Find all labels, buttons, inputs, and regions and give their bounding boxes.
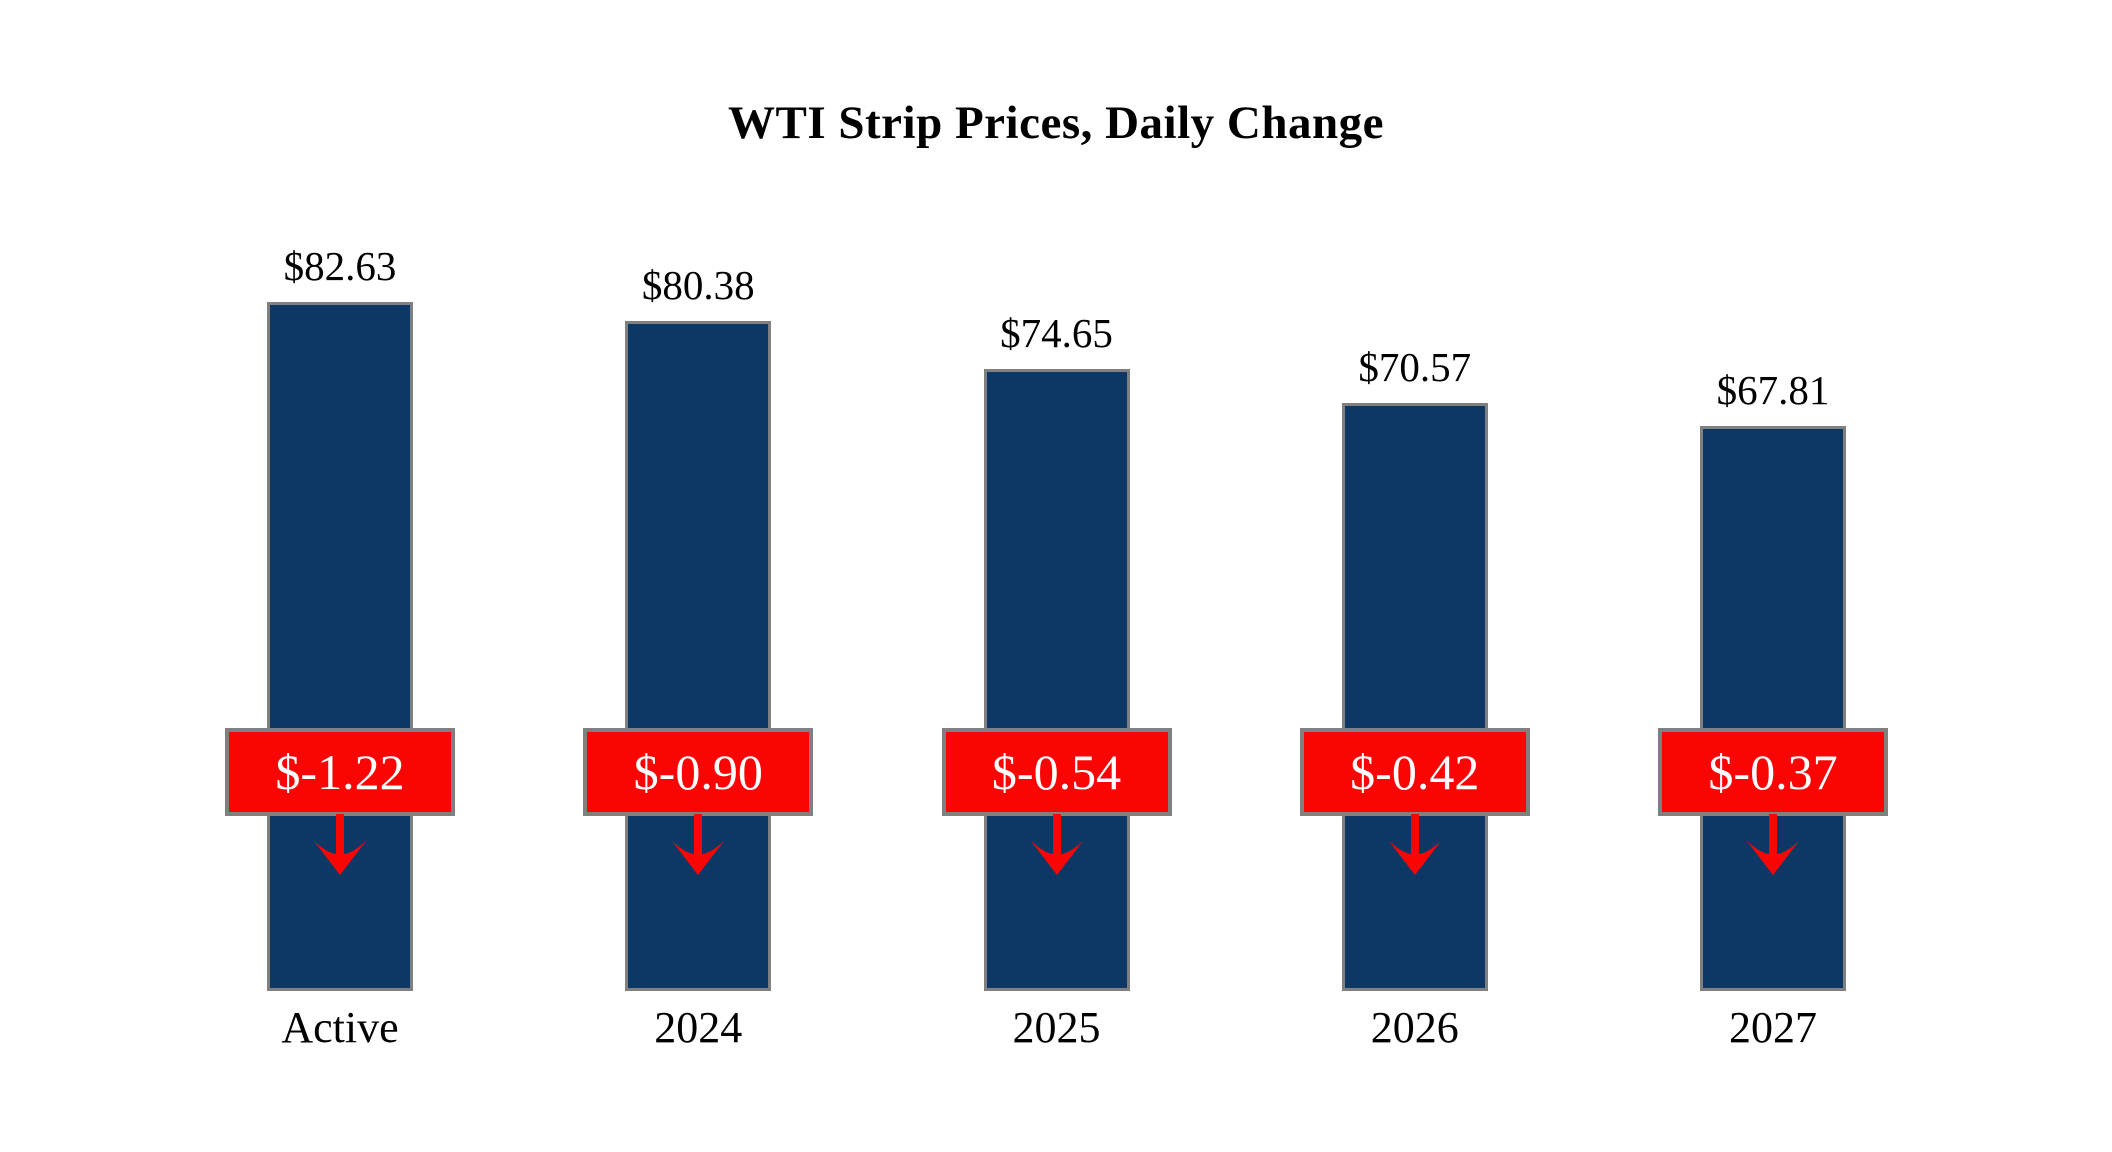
price-bar bbox=[267, 302, 413, 991]
category-label: 2026 bbox=[1370, 1003, 1459, 1052]
price-bar bbox=[625, 321, 772, 991]
bar-value-label: $74.65 bbox=[1000, 310, 1113, 356]
price-bar bbox=[1700, 426, 1846, 991]
bar-value-label: $80.38 bbox=[641, 262, 755, 308]
bar-value-label: $70.57 bbox=[1358, 344, 1472, 390]
category-label: 2024 bbox=[654, 1003, 743, 1052]
bar-column: $74.65 $-0.54 2025 bbox=[877, 0, 1237, 1152]
category-label: 2027 bbox=[1729, 1003, 1817, 1052]
chart-title: WTI Strip Prices, Daily Change bbox=[727, 97, 1385, 149]
daily-change-badge: $-1.22 bbox=[225, 728, 455, 816]
bar-column: $67.81 $-0.37 2027 bbox=[1593, 0, 1953, 1152]
down-arrow-icon bbox=[1386, 814, 1444, 876]
down-arrow-icon bbox=[311, 814, 369, 876]
down-arrow-icon bbox=[1744, 814, 1802, 876]
category-label: 2025 bbox=[1012, 1003, 1101, 1052]
bar-value-label: $67.81 bbox=[1716, 367, 1830, 413]
bar-column: $80.38 $-0.90 2024 bbox=[518, 0, 878, 1152]
price-bar bbox=[983, 369, 1130, 991]
daily-change-badge: $-0.54 bbox=[941, 728, 1172, 816]
bar-value-label: $82.63 bbox=[283, 243, 397, 289]
down-arrow-icon bbox=[1028, 814, 1086, 876]
bar-column: $70.57 $-0.42 2026 bbox=[1235, 0, 1595, 1152]
down-arrow-icon bbox=[669, 814, 727, 876]
category-label: Active bbox=[281, 1003, 399, 1052]
price-bar bbox=[1341, 403, 1488, 991]
bar-column: $82.63 $-1.22 Active bbox=[160, 0, 520, 1152]
daily-change-badge: $-0.37 bbox=[1658, 728, 1888, 816]
daily-change-badge: $-0.90 bbox=[583, 728, 814, 816]
daily-change-badge: $-0.42 bbox=[1299, 728, 1530, 816]
